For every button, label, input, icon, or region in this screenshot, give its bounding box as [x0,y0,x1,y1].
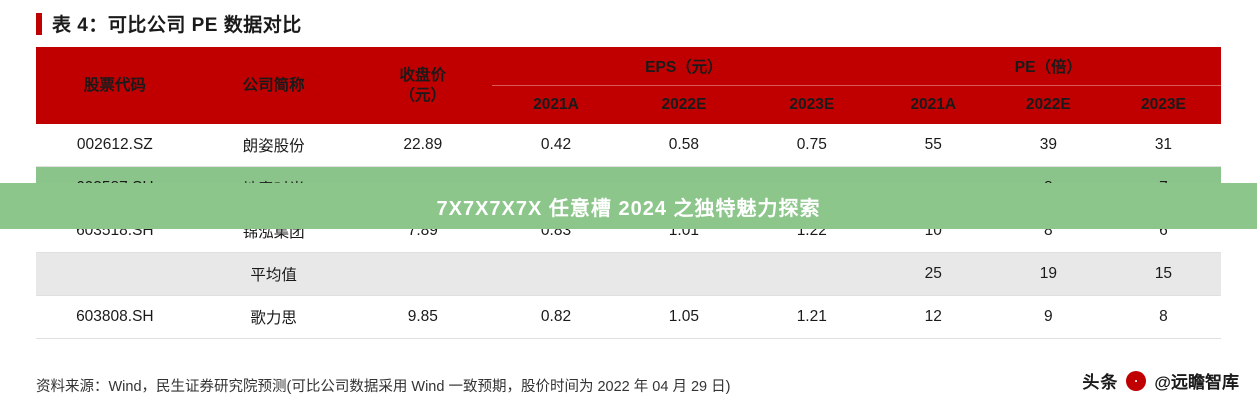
header-eps-2023e: 2023E [747,85,876,124]
table-row: 603518.SH 锦泓集团 7.89 0.83 1.01 1.22 10 8 … [36,209,1221,253]
cell-pe-2021a: 12 [875,295,991,339]
cell-eps-2021a: 0.42 [492,124,620,167]
cell-code: 002612.SZ [36,124,194,167]
cell-price: 7.89 [353,209,493,253]
cell-price [353,252,493,296]
cell-eps-2023e: 1.22 [747,209,876,253]
cell-pe-2023e: 6 [1105,209,1221,253]
cell-price: 22.89 [353,124,493,167]
header-row-top: 股票代码 公司简称 收盘价 （元） EPS（元） PE（倍） [36,47,1221,124]
header-pe-2023e: 2023E [1105,85,1221,124]
cell-eps-2021a [492,166,620,210]
cell-name: 锦泓集团 [193,209,354,253]
header-eps-2022e: 2022E [619,85,748,124]
cell-pe-2023e: 8 [1105,295,1221,339]
cell-pe-2022e: 19 [990,252,1106,296]
source-note: 资料来源：Wind，民生证券研究院预测(可比公司数据采用 Wind 一致预期，股… [36,379,731,395]
cell-eps-2021a: 0.82 [492,295,620,339]
cell-pe-2021a [875,166,991,210]
cell-pe-2021a: 55 [875,124,991,167]
cell-pe-2022e: 8 [990,166,1106,210]
cell-code: 603518.SH [36,209,194,253]
table-row: 603587.SH 地素时尚 8 7 [36,166,1221,210]
header-price-line2: （元） [399,86,447,104]
cell-eps-2023e [747,252,876,296]
header-eps-2021a: 2021A [492,85,620,124]
cell-price: 9.85 [353,295,493,339]
table-row: 002612.SZ 朗姿股份 22.89 0.42 0.58 0.75 55 3… [36,124,1221,167]
brand-logo-text: 头条 [1082,373,1119,392]
cell-code [36,252,194,296]
table-row-average: 平均值 25 19 15 [36,252,1221,296]
cell-pe-2023e: 7 [1105,166,1221,210]
header-code: 股票代码 [36,47,194,124]
title-accent-bar [36,12,42,35]
header-price: 收盘价 （元） [353,47,493,124]
table-row: 603808.SH 歌力思 9.85 0.82 1.05 1.21 12 9 8 [36,295,1221,339]
header-price-line1: 收盘价 [399,67,447,85]
cell-eps-2022e: 0.58 [619,124,748,167]
cell-eps-2021a: 0.83 [492,209,620,253]
cell-name: 地素时尚 [193,166,354,210]
table-title-row: 表 4：可比公司 PE 数据对比 [0,0,1257,47]
cell-eps-2023e: 1.21 [747,295,876,339]
cell-code: 603587.SH [36,166,194,210]
cell-pe-2022e: 39 [990,124,1106,167]
cell-pe-2023e: 31 [1105,124,1221,167]
cell-eps-2022e [619,166,748,210]
cell-eps-2023e [747,166,876,210]
cell-eps-2023e: 0.75 [747,124,876,167]
header-pe-2021a: 2021A [875,85,991,124]
page-title: 表 4：可比公司 PE 数据对比 [52,15,302,36]
cell-pe-2021a: 25 [875,252,991,296]
cell-price [353,166,493,210]
brand-dot-icon: · [1126,370,1147,391]
header-pe-2022e: 2022E [990,85,1106,124]
cell-pe-2022e: 8 [990,209,1106,253]
table-head: 股票代码 公司简称 收盘价 （元） EPS（元） PE（倍） 2021A 202… [36,47,1221,124]
header-row-sub: 2021A 2022E 2023E 2021A 2022E 2023E [36,85,1221,124]
cell-name: 朗姿股份 [193,124,354,167]
header-eps-group: EPS（元） [492,47,876,86]
cell-pe-2021a: 10 [875,209,991,253]
header-pe-group: PE（倍） [875,47,1221,86]
cell-code: 603808.SH [36,295,194,339]
watermark: 头条 · @远瞻智库 [1082,368,1239,393]
cell-eps-2022e: 1.01 [619,209,748,253]
cell-pe-2023e: 15 [1105,252,1221,296]
header-name: 公司简称 [193,47,354,124]
cell-name: 平均值 [193,252,354,296]
cell-pe-2022e: 9 [990,295,1106,339]
cell-eps-2022e: 1.05 [619,295,748,339]
cell-name: 歌力思 [193,295,354,339]
pe-comparison-table: 股票代码 公司简称 收盘价 （元） EPS（元） PE（倍） 2021A 202… [36,47,1221,339]
cell-eps-2021a [492,252,620,296]
cell-eps-2022e [619,252,748,296]
table-body: 002612.SZ 朗姿股份 22.89 0.42 0.58 0.75 55 3… [36,124,1221,339]
brand-name-text: @远瞻智库 [1154,373,1239,392]
